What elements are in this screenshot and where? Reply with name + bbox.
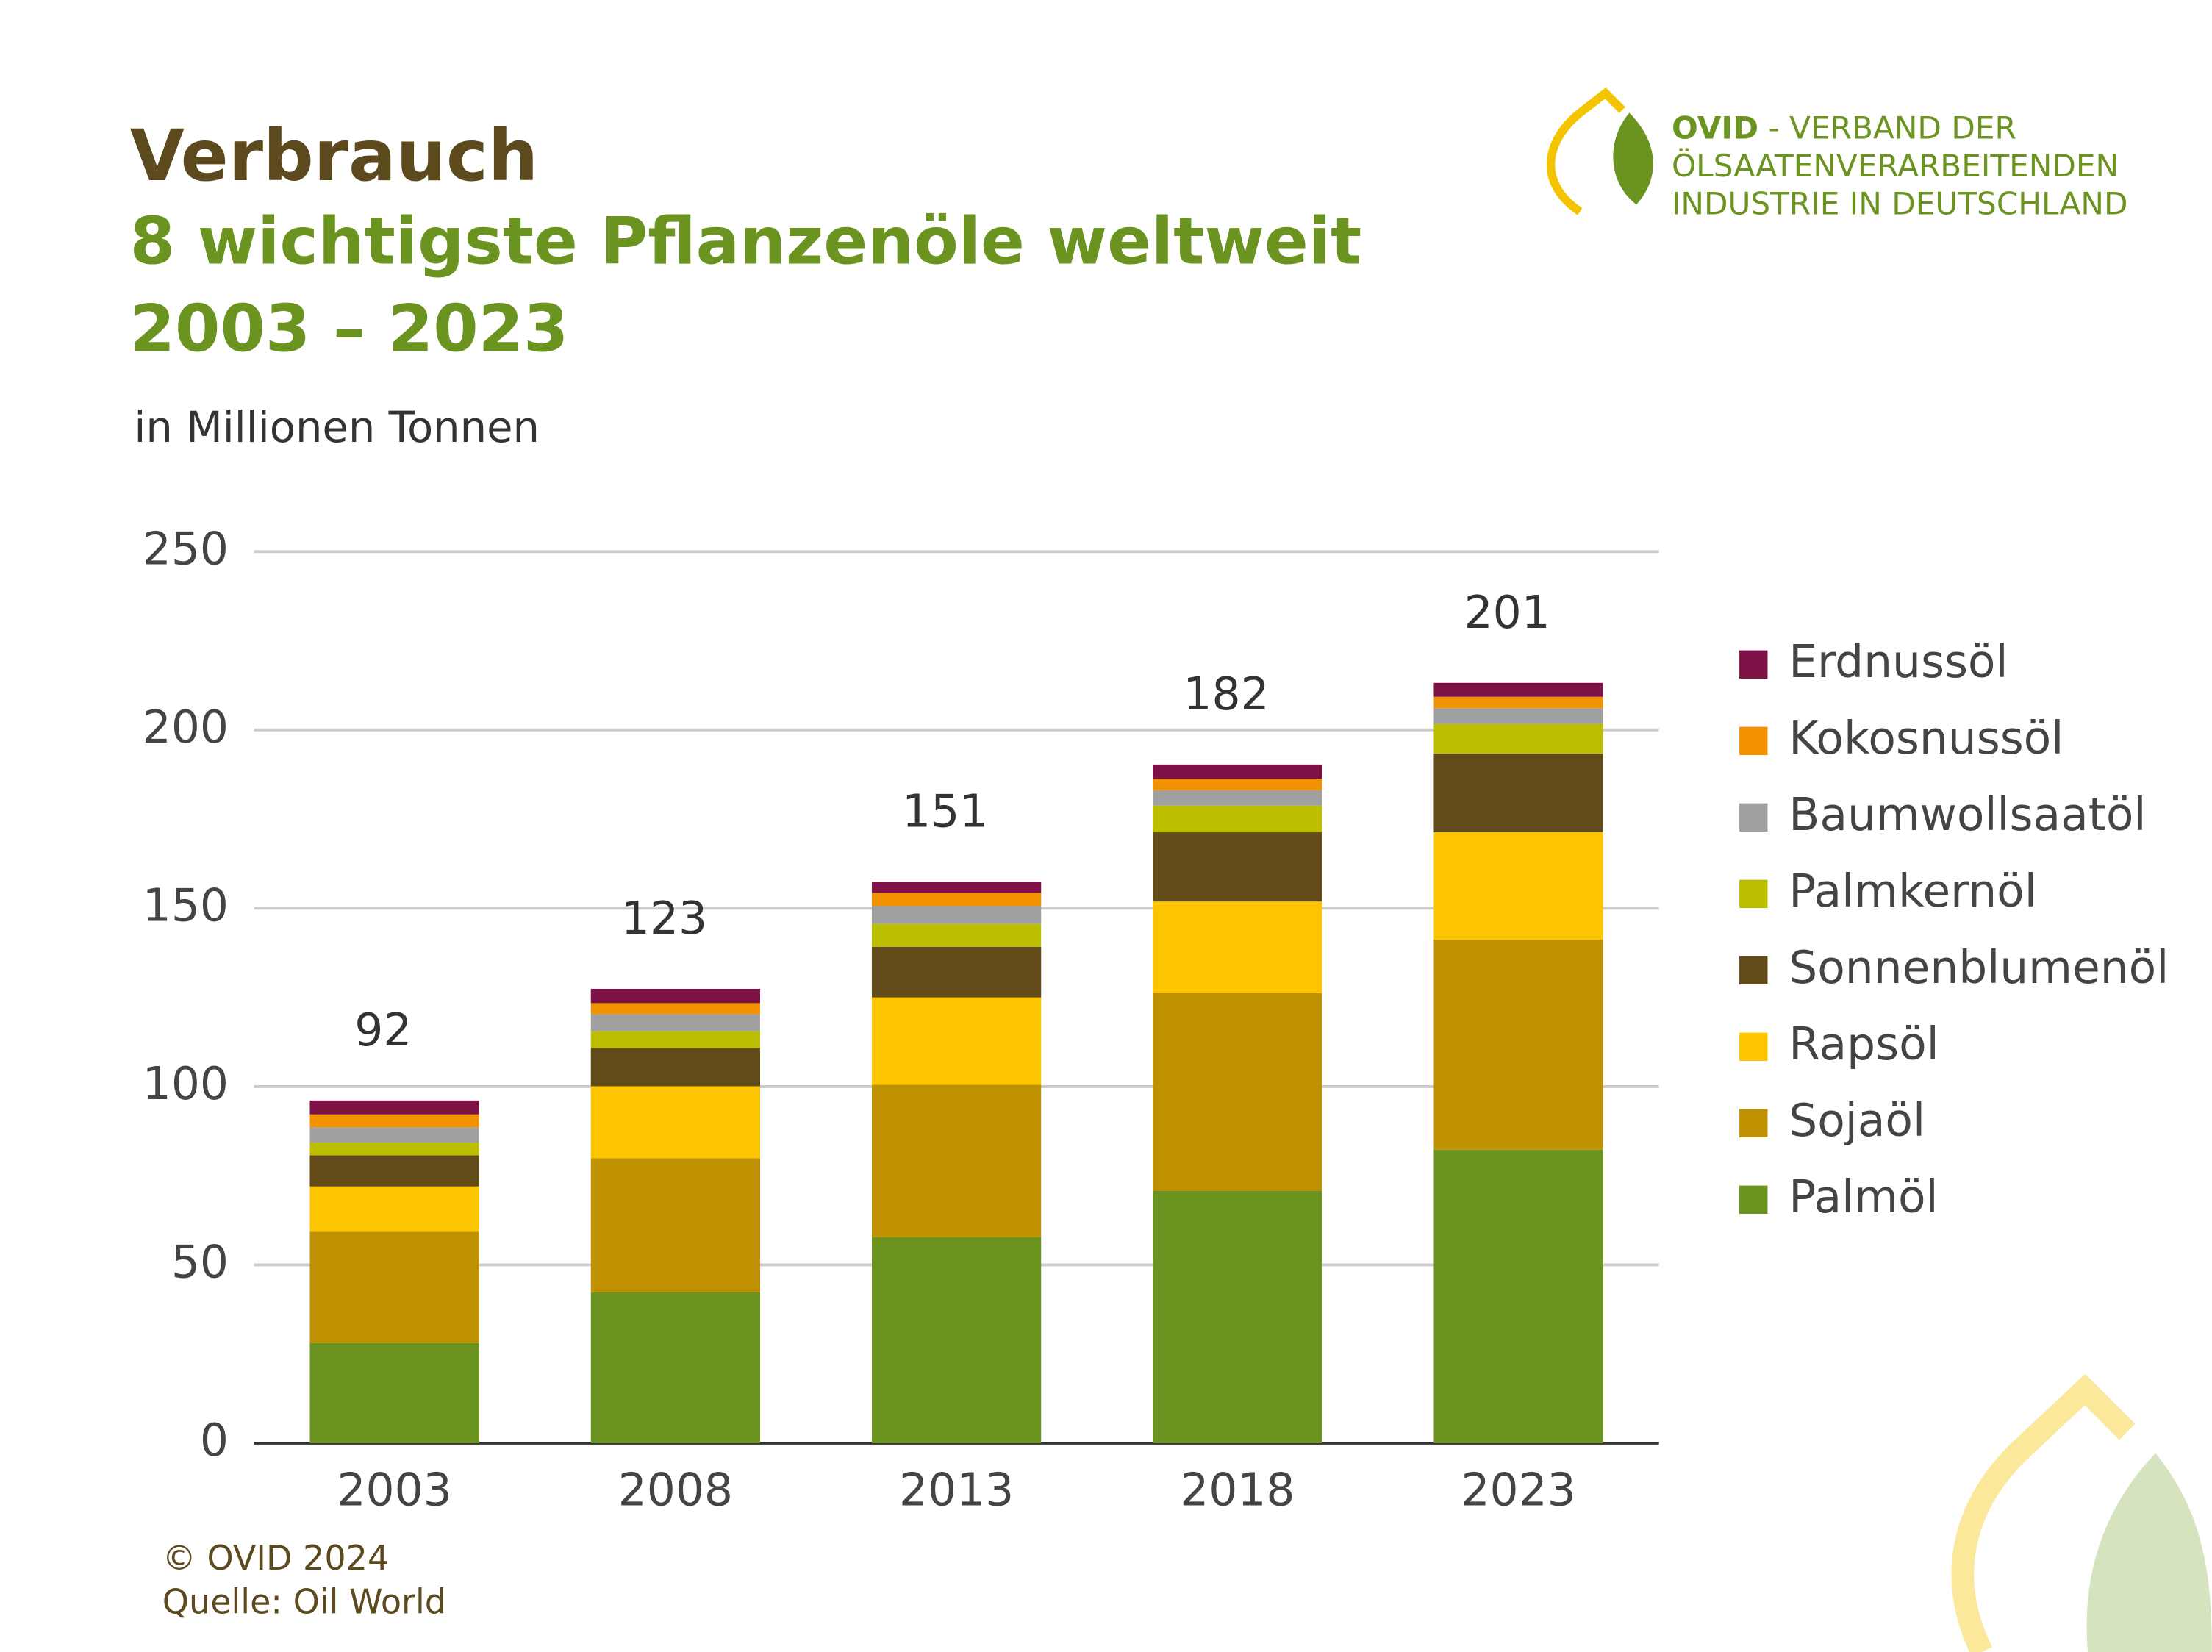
x-tick-label: 2023 — [1461, 1464, 1575, 1516]
legend-swatch — [1739, 726, 1768, 755]
subtitle: 2003 – 2023 — [130, 290, 569, 366]
bar-segment — [871, 882, 1042, 893]
legend-swatch — [1739, 1109, 1768, 1137]
logo-leaf — [1613, 112, 1653, 205]
x-tick-label: 2003 — [337, 1464, 452, 1516]
bar-segment — [871, 923, 1042, 947]
subtitle: 8 wichtigste Pflanzenöle weltweit — [130, 203, 1362, 279]
legend-swatch — [1739, 1032, 1768, 1061]
x-tick-label: 2018 — [1180, 1464, 1295, 1516]
y-tick-label: 100 — [143, 1058, 229, 1110]
legend-swatch — [1739, 879, 1768, 908]
bar-segment — [1153, 993, 1322, 1191]
legend-label: Erdnussöl — [1789, 636, 2008, 688]
bar-segment — [309, 1143, 479, 1156]
bar-segment — [590, 1292, 760, 1444]
bar-segment — [1433, 723, 1603, 754]
bar-segment — [1433, 753, 1603, 833]
total-label: 123 — [621, 893, 707, 945]
y-tick-label: 200 — [143, 701, 229, 754]
legend-label: Sonnenblumenöl — [1789, 942, 2169, 994]
y-tick-label: 150 — [143, 879, 229, 932]
bar-segment — [871, 893, 1042, 906]
bar-segment — [1153, 1190, 1322, 1444]
legend-swatch — [1739, 1185, 1768, 1214]
y-tick-label: 0 — [200, 1415, 229, 1467]
x-tick-label: 2008 — [618, 1464, 733, 1516]
bar-segment — [871, 997, 1042, 1085]
bar-segment — [590, 1031, 760, 1048]
bar-segment — [309, 1155, 479, 1187]
y-tick-label: 250 — [143, 523, 229, 575]
logo-line: ÖLSAATENVERARBEITENDEN — [1672, 147, 2119, 184]
y-label: in Millionen Tonnen — [134, 403, 540, 452]
bar-segment — [1433, 696, 1603, 709]
bar-segment — [1153, 764, 1322, 779]
bar-segment — [590, 1003, 760, 1015]
bar-segment — [309, 1342, 479, 1444]
total-label: 182 — [1183, 668, 1269, 720]
bar-segment — [1153, 901, 1322, 993]
logo-line: - VERBAND DER — [1769, 110, 2016, 146]
bar-segment — [309, 1100, 479, 1115]
bar-segment — [1433, 682, 1603, 697]
bar-segment — [1433, 708, 1603, 724]
logo-drop — [1546, 87, 1625, 215]
leaf-deco — [2086, 1453, 2212, 1652]
bar-segment — [871, 905, 1042, 924]
bar-segment — [1153, 790, 1322, 806]
logo-text: OVID - VERBAND DER — [1672, 110, 2016, 146]
bar-segment — [590, 989, 760, 1004]
logo-drop-deco — [1951, 1373, 2136, 1652]
bar-segment — [1153, 832, 1322, 902]
total-label: 201 — [1464, 587, 1550, 639]
bar-segment — [1433, 1149, 1603, 1444]
bar-segment — [309, 1186, 479, 1232]
logo-brand: OVID — [1672, 110, 1758, 146]
footer: Quelle: Oil World — [162, 1581, 446, 1621]
title: Verbrauch — [130, 115, 539, 197]
legend-label: Baumwollsaatöl — [1789, 789, 2146, 841]
legend-label: Sojaöl — [1789, 1095, 1925, 1147]
bar-segment — [871, 946, 1042, 998]
legend-swatch — [1739, 803, 1768, 832]
bar-segment — [1153, 805, 1322, 833]
bar-segment — [871, 1237, 1042, 1444]
total-label: 92 — [354, 1004, 412, 1056]
total-label: 151 — [902, 785, 988, 837]
bar-segment — [309, 1127, 479, 1143]
legend-label: Rapsöl — [1789, 1018, 1939, 1070]
bar-segment — [590, 1014, 760, 1031]
legend-label: Palmkernöl — [1789, 865, 2037, 918]
bar-segment — [1433, 832, 1603, 940]
footer: © OVID 2024 — [162, 1538, 389, 1578]
x-tick-label: 2013 — [899, 1464, 1014, 1516]
bar-segment — [590, 1048, 760, 1087]
legend-label: Kokosnussöl — [1789, 712, 2064, 765]
legend-swatch — [1739, 956, 1768, 984]
y-tick-label: 50 — [171, 1237, 229, 1289]
bar-segment — [1153, 779, 1322, 790]
bar-segment — [1433, 940, 1603, 1150]
legend-label: Palmöl — [1789, 1171, 1938, 1223]
bar-segment — [871, 1084, 1042, 1237]
bar-segment — [309, 1114, 479, 1128]
bar-segment — [590, 1158, 760, 1292]
legend-swatch — [1739, 650, 1768, 679]
bar-segment — [590, 1086, 760, 1159]
logo-line: INDUSTRIE IN DEUTSCHLAND — [1672, 186, 2128, 222]
bar-segment — [309, 1231, 479, 1343]
